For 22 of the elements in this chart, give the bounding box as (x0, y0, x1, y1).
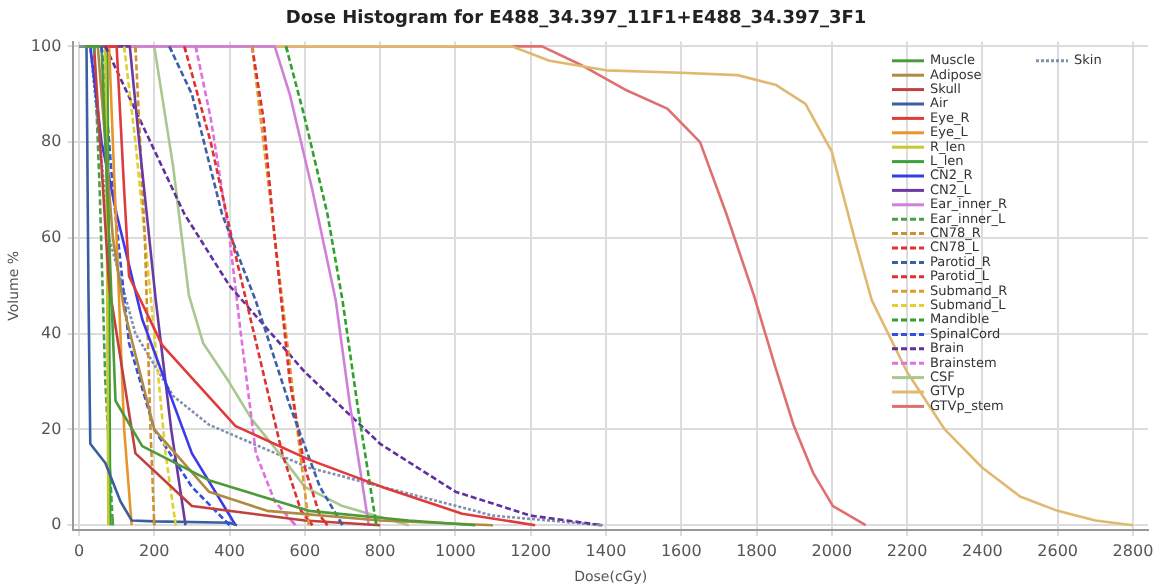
x-tick-label: 400 (214, 541, 245, 560)
y-tick-label: 60 (40, 228, 62, 247)
x-tick-label: 1400 (585, 541, 627, 560)
x-tick-label: 1800 (736, 541, 777, 560)
x-tick-label: 0 (73, 541, 85, 560)
x-tick-label: 600 (289, 541, 321, 560)
chart-title: Dose Histogram for E488_34.397_11F1+E488_34.397_3F1 (285, 9, 867, 30)
x-tick-label: 1200 (510, 541, 552, 560)
x-tick-label: 200 (138, 541, 170, 560)
y-tick-label: 100 (30, 36, 62, 55)
x-tick-label: 2200 (886, 541, 928, 560)
x-tick-label: 800 (364, 541, 396, 560)
y-tick-label: 0 (51, 515, 62, 534)
x-tick-label: 2800 (1112, 541, 1154, 560)
x-tick-label: 2600 (1037, 541, 1079, 560)
x-tick-label: 2000 (811, 541, 853, 560)
y-tick-label: 40 (40, 323, 62, 342)
y-tick-label: 80 (40, 132, 62, 151)
y-tick-label: 20 (40, 419, 62, 438)
x-tick-label: 2400 (962, 541, 1003, 560)
x-tick-label: 1000 (435, 541, 476, 560)
x-tick-label: 1600 (660, 541, 702, 560)
